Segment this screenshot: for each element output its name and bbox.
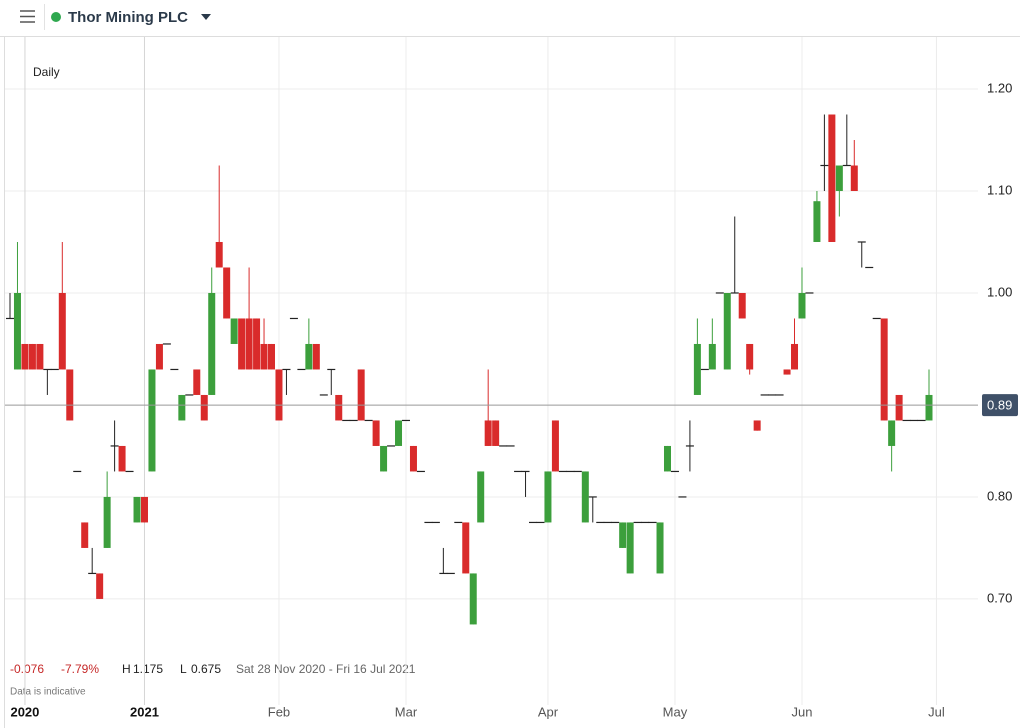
candle-body [395,420,403,446]
disclaimer: Data is indicative [10,687,86,698]
interval-label: Daily [33,65,60,79]
candle-body [36,343,44,370]
candle-body [133,496,141,523]
change-percent: -7.79% [61,662,99,676]
candle-body [103,496,111,548]
candle-body [118,445,126,472]
candle-body [581,471,589,523]
candle-body [925,394,933,421]
candle-body [372,420,380,446]
date-range: Sat 28 Nov 2020 - Fri 16 Jul 2021 [236,662,416,676]
y-tick-label: 0.70 [987,590,1012,605]
candle-body [462,522,470,574]
candle-body [268,343,276,370]
x-tick-label: Feb [268,704,290,719]
low-label: L [180,662,187,676]
candle-body [484,420,492,446]
candle-body [477,471,485,523]
y-tick-label: 0.80 [987,488,1012,503]
x-tick-label: Mar [395,704,418,719]
low-value: 0.675 [191,662,221,676]
candle-body [888,420,896,446]
candle-body [275,369,283,421]
candle-body [746,343,754,370]
menu-icon[interactable] [20,10,35,23]
y-tick-label: 1.20 [987,80,1012,95]
candle-body [380,445,388,472]
candle-body [693,343,701,395]
candle-body [140,496,148,523]
candle-body [663,445,671,472]
candle-body [469,573,477,625]
candle-body [626,522,634,574]
change: -0.076 [10,662,44,676]
candle-body [738,292,746,319]
candle-body [245,318,253,370]
candle-body [880,318,888,421]
candle-body [357,369,365,421]
candle-body [230,318,238,344]
candle-body [783,369,791,375]
candle-body [835,165,843,191]
candle-body [305,343,313,370]
candle-body [96,573,104,599]
candle-body [21,343,29,370]
candle-body [260,343,268,370]
candle-body [312,343,320,370]
instrument-title[interactable]: Thor Mining PLC [68,9,188,26]
last-price-label: 0.89 [987,398,1012,413]
candle-body [28,343,36,370]
candle-body [723,292,731,370]
candle-body [200,394,208,421]
candle-body [753,420,761,431]
candle-body [148,369,156,472]
candle-body [895,394,903,421]
candle-body [409,445,417,472]
candle-body [208,292,216,395]
x-tick-label: Jul [928,704,945,719]
high-value: 1.175 [133,662,163,676]
candle-body [155,343,163,370]
dropdown-arrow[interactable] [201,14,211,20]
candle-body [708,343,716,370]
header-bar [0,0,1020,36]
candle-body [544,471,552,523]
candle-body [492,420,500,446]
high-label: H [122,662,131,676]
y-tick-label: 1.10 [987,182,1012,197]
candle-body [193,369,201,395]
candle-body [215,241,223,268]
x-tick-label: 2021 [130,704,159,719]
candle-body [850,165,858,191]
last-price-box [982,394,1018,417]
candle-body [223,267,231,319]
x-tick-label: Jun [791,704,812,719]
status-dot [51,12,61,22]
candle-body [335,394,343,421]
header: Thor Mining PLC [0,0,1020,37]
candle-body [253,318,261,370]
candle-body [13,292,21,370]
candle-body [619,522,627,548]
x-tick-label: 2020 [10,704,39,719]
candle-body [828,114,836,242]
x-tick-label: Apr [538,704,559,719]
candle-body [81,522,89,548]
candle-body [66,369,74,421]
y-tick-label: 1.00 [987,284,1012,299]
candle-body [813,201,821,242]
x-tick-label: May [663,704,688,719]
candle-body [551,420,559,472]
candle-body [178,394,186,421]
candle-body [656,522,664,574]
candle-body [58,292,66,370]
candle-body [798,292,806,319]
candles [6,114,933,625]
candle-body [791,343,799,370]
candle-body [238,318,246,370]
